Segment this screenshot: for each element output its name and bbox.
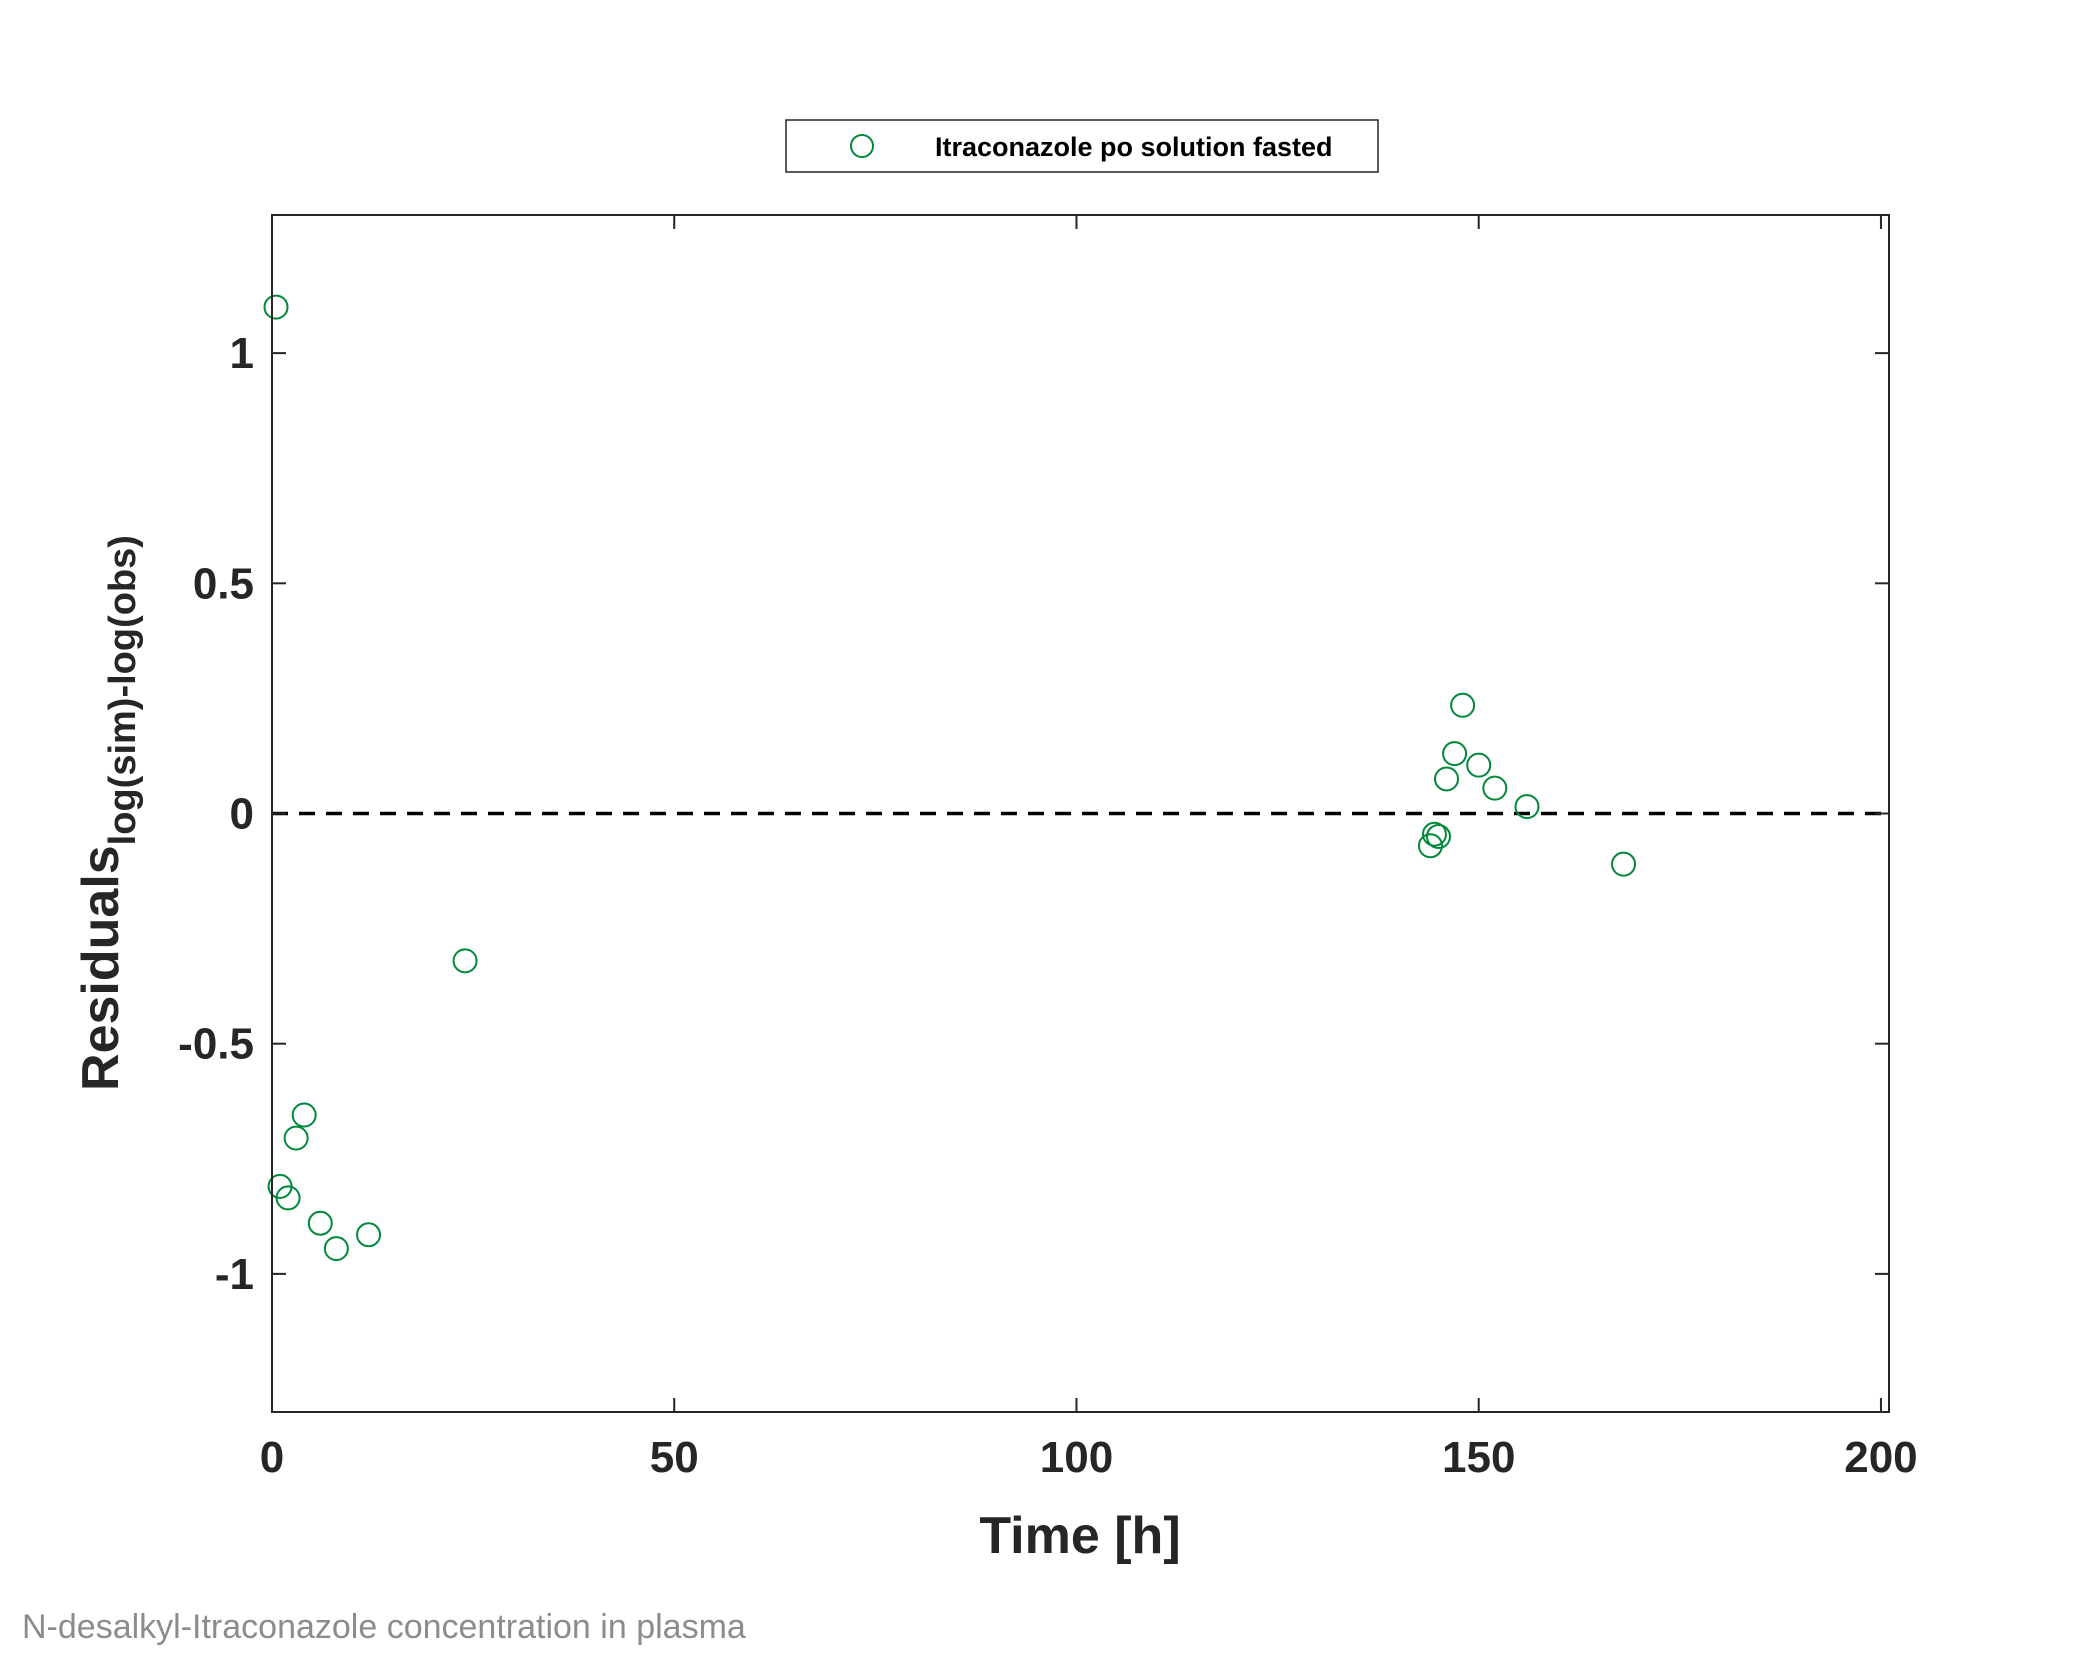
data-point	[1417, 833, 1443, 859]
data-point	[307, 1210, 333, 1236]
y-tick-label: -1	[215, 1250, 254, 1299]
x-axis-title: Time [h]	[979, 1507, 1180, 1565]
x-tick-label: 200	[1844, 1433, 1917, 1482]
x-tick-label: 0	[260, 1433, 284, 1482]
data-point	[1611, 851, 1637, 877]
y-axis-title: Residualslog(sim)-log(obs)	[72, 535, 144, 1091]
y-tick-label: 1	[230, 329, 254, 378]
data-point	[1450, 692, 1476, 718]
axis-ticks	[271, 215, 1889, 1412]
y-axis-title-subscript: log(sim)-log(obs)	[102, 535, 144, 845]
data-point	[1482, 775, 1508, 801]
data-point	[283, 1125, 309, 1151]
svg-text:Residualslog(sim)-log(obs): Residualslog(sim)-log(obs)	[72, 535, 144, 1091]
data-point	[323, 1236, 349, 1262]
data-point	[1442, 741, 1468, 767]
plot-frame	[271, 214, 1890, 1413]
y-axis-title-main: Residuals	[72, 845, 130, 1091]
data-point	[263, 294, 289, 320]
axis-tick-labels: 0 50 100 150 200 -1 -0.5 0 0.5 1	[178, 329, 1917, 1482]
y-tick-label: -0.5	[178, 1020, 254, 1069]
legend-box	[785, 119, 1379, 173]
data-point	[1421, 821, 1447, 847]
y-tick-label: 0.5	[193, 559, 254, 608]
data-point	[356, 1222, 382, 1248]
data-markers	[263, 294, 1637, 1262]
data-point	[1466, 752, 1492, 778]
legend-label: Itraconazole po solution fasted	[935, 132, 1333, 162]
x-tick-label: 50	[650, 1433, 699, 1482]
data-point	[452, 948, 478, 974]
figure-caption: N-desalkyl-Itraconazole concentration in…	[22, 1608, 746, 1646]
y-tick-label: 0	[230, 790, 254, 839]
data-point	[1434, 766, 1460, 792]
plot-area	[272, 215, 1889, 1412]
x-tick-label: 150	[1442, 1433, 1515, 1482]
data-point	[291, 1102, 317, 1128]
data-point	[275, 1185, 301, 1211]
legend: Itraconazole po solution fasted	[785, 119, 1379, 173]
data-point	[1514, 794, 1540, 820]
x-tick-label: 100	[1040, 1433, 1113, 1482]
legend-marker	[850, 134, 874, 158]
data-point	[1425, 824, 1451, 850]
